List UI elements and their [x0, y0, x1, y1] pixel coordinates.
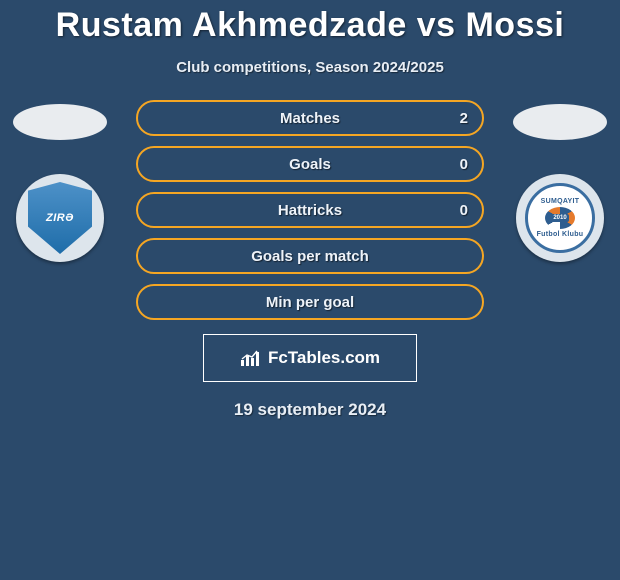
- brand-box: FcTables.com: [203, 334, 417, 382]
- stat-row-matches: Matches 2: [136, 100, 484, 136]
- stat-right-value: 0: [460, 202, 468, 219]
- stat-row-hattricks: Hattricks 0: [136, 192, 484, 228]
- stat-label: Hattricks: [278, 202, 342, 219]
- stat-row-min-per-goal: Min per goal: [136, 284, 484, 320]
- comparison-layout: ZIRƏ Matches 2 Goals 0 Hattricks 0 Goals…: [0, 100, 620, 320]
- stat-label: Goals: [289, 156, 331, 173]
- page-title: Rustam Akhmedzade vs Mossi: [0, 0, 620, 45]
- player-right-column: SUMQAYIT 2010 Futbol Klubu: [508, 100, 612, 262]
- stat-rows: Matches 2 Goals 0 Hattricks 0 Goals per …: [136, 100, 484, 320]
- stat-row-goals-per-match: Goals per match: [136, 238, 484, 274]
- player-left-column: ZIRƏ: [8, 100, 112, 262]
- stat-label: Goals per match: [251, 248, 369, 265]
- brand-text: FcTables.com: [268, 348, 380, 368]
- player-right-flag: [513, 104, 607, 140]
- club-right-year: 2010: [551, 214, 568, 222]
- roundel-icon: SUMQAYIT 2010 Futbol Klubu: [525, 183, 595, 253]
- bar-chart-icon: [240, 349, 262, 367]
- subtitle: Club competitions, Season 2024/2025: [0, 59, 620, 76]
- date-text: 19 september 2024: [0, 400, 620, 420]
- stat-label: Matches: [280, 110, 340, 127]
- ball-icon: 2010: [545, 207, 575, 229]
- player-left-flag: [13, 104, 107, 140]
- club-right-sub: Futbol Klubu: [537, 231, 584, 238]
- club-right-shortname: SUMQAYIT: [541, 198, 580, 205]
- stat-right-value: 0: [460, 156, 468, 173]
- player-left-club-badge: ZIRƏ: [16, 174, 104, 262]
- club-left-shortname: ZIRƏ: [46, 212, 74, 224]
- stat-row-goals: Goals 0: [136, 146, 484, 182]
- shield-icon: ZIRƏ: [28, 182, 92, 254]
- player-right-club-badge: SUMQAYIT 2010 Futbol Klubu: [516, 174, 604, 262]
- stat-label: Min per goal: [266, 294, 354, 311]
- stat-right-value: 2: [460, 110, 468, 127]
